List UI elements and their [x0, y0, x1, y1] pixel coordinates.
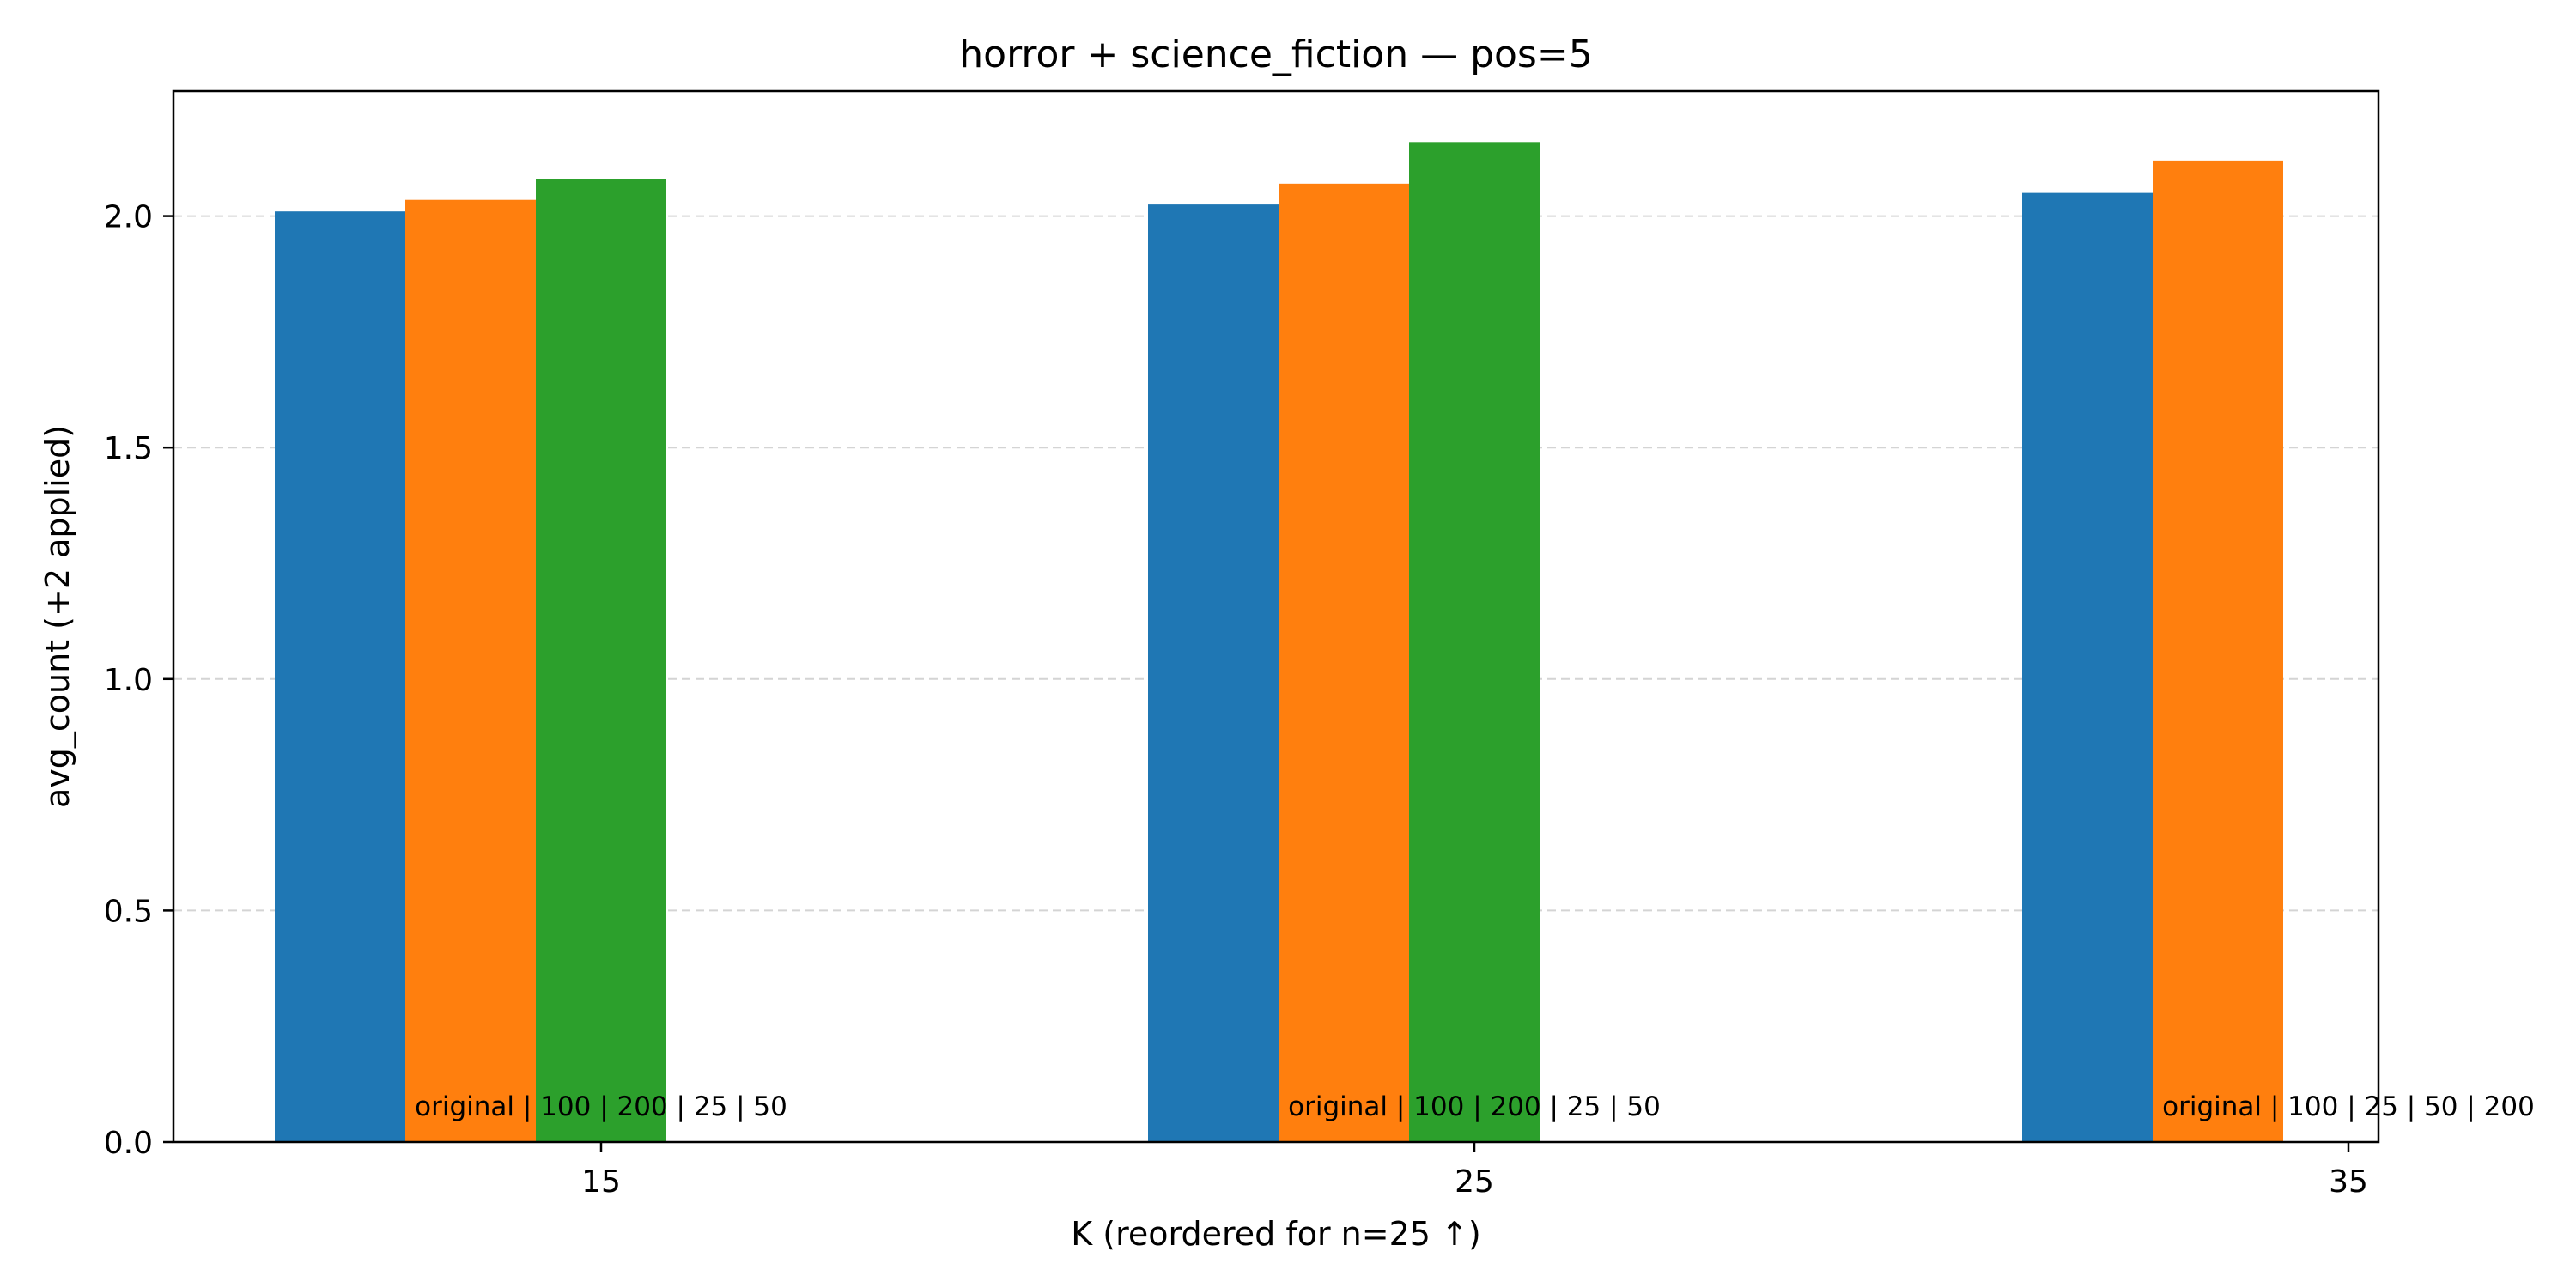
y-axis-label: avg_count (+2 applied)	[39, 425, 76, 808]
bar-25-2	[1409, 142, 1540, 1143]
chart-title: horror + science_fiction — pos=5	[959, 33, 1592, 76]
x-tick-label: 15	[581, 1164, 621, 1200]
group-label: original | 100 | 200 | 25 | 50	[1288, 1091, 1661, 1122]
bar-35-0	[2022, 192, 2153, 1143]
x-axis-label: K (reordered for n=25 ↑)	[1071, 1215, 1480, 1253]
y-tick-label: 0.0	[104, 1126, 153, 1161]
group-label: original | 100 | 200 | 25 | 50	[415, 1091, 787, 1122]
x-tick-label: 35	[2329, 1164, 2368, 1200]
bar-15-1	[405, 199, 536, 1143]
group-label: original | 100 | 25 | 50 | 200	[2162, 1091, 2535, 1122]
bar-15-0	[275, 211, 405, 1142]
y-tick-label: 1.0	[104, 663, 153, 698]
y-axis: 0.0 0.5 1.0 1.5 2.0	[104, 200, 173, 1161]
x-tick-label: 25	[1455, 1164, 1494, 1200]
bar-25-1	[1279, 183, 1409, 1142]
bar-25-0	[1148, 204, 1279, 1143]
y-tick-label: 2.0	[104, 200, 153, 235]
x-axis: 15 25 35	[581, 1142, 2368, 1200]
bars	[275, 142, 2283, 1143]
bar-15-2	[536, 179, 666, 1142]
bar-35-1	[2153, 160, 2283, 1142]
y-tick-label: 1.5	[104, 431, 153, 466]
y-tick-label: 0.5	[104, 894, 153, 929]
plot-frame	[172, 89, 2380, 1144]
group-labels: original | 100 | 200 | 25 | 50 original |…	[415, 1091, 2535, 1122]
